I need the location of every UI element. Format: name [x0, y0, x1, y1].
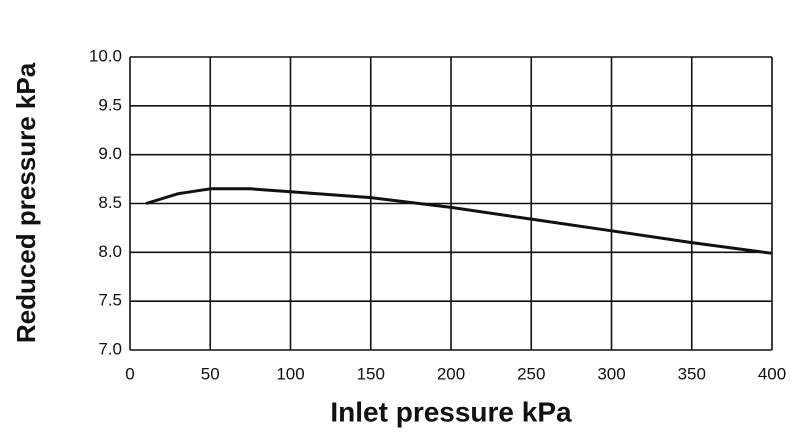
y-tick-label: 8.5 [98, 193, 122, 212]
x-axis-title: Inlet pressure kPa [330, 396, 572, 427]
x-tick-label: 400 [758, 364, 786, 383]
y-tick-label: 7.5 [98, 291, 122, 310]
x-tick-label: 200 [437, 364, 465, 383]
y-tick-label: 8.0 [98, 242, 122, 261]
x-tick-label: 100 [276, 364, 304, 383]
data-line [145, 187, 773, 255]
x-tick-label: 50 [201, 364, 220, 383]
y-tick-label: 10.0 [89, 46, 122, 65]
x-tick-label: 0 [125, 364, 134, 383]
x-tick-label: 300 [597, 364, 625, 383]
y-axis-title: Reduced pressure kPa [11, 62, 41, 343]
y-tick-label: 7.0 [98, 339, 122, 358]
y-tick-label: 9.0 [98, 144, 122, 163]
x-tick-label: 250 [517, 364, 545, 383]
y-tick-label: 9.5 [98, 95, 122, 114]
x-tick-label: 150 [357, 364, 385, 383]
x-tick-label: 350 [678, 364, 706, 383]
